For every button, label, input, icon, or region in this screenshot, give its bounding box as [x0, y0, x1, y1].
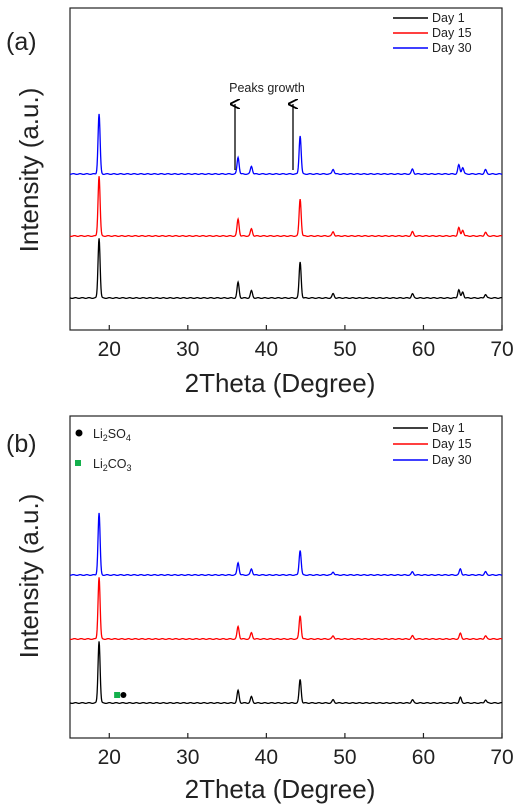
- series-line-day-15: [69, 577, 503, 641]
- panel-a-label: (a): [6, 28, 37, 56]
- series-line-day-30: [69, 512, 503, 577]
- peaks-growth-label: Peaks growth: [229, 81, 305, 95]
- panel-b-legend-label-day30: Day 30: [432, 453, 472, 467]
- panel-b-label: (b): [6, 430, 37, 458]
- x-tick-label: 60: [412, 746, 435, 769]
- panel-b-legend: Day 1 Day 15 Day 30: [393, 421, 472, 467]
- x-tick-label: 60: [412, 338, 435, 361]
- panel-b-plot-frame: [69, 415, 503, 739]
- peaks-growth-annotation: Peaks growth: [229, 81, 305, 170]
- phase-marker-legend: Li2SO4 Li2CO3: [75, 427, 132, 473]
- series-line-day-15: [69, 176, 503, 238]
- series-line-day-1: [69, 238, 503, 300]
- panel-a-series-lines: [69, 113, 503, 300]
- panel-a-x-axis-title: 2Theta (Degree): [185, 368, 376, 398]
- li2co3-legend-square-icon: [75, 460, 81, 466]
- x-tick-label: 50: [333, 746, 356, 769]
- x-tick-label: 30: [176, 746, 199, 769]
- x-tick-label: 70: [490, 338, 513, 361]
- x-tick-label: 30: [176, 338, 199, 361]
- series-line-day-1: [69, 641, 503, 705]
- panel-a-legend-label-day30: Day 30: [432, 41, 472, 55]
- panel-a-x-ticks: 20 30 40 50 60 70: [98, 325, 514, 361]
- series-line-day-30: [69, 113, 503, 176]
- panel-b-y-axis-title: Intensity (a.u.): [14, 494, 44, 659]
- panel-b-series-lines: [69, 512, 503, 705]
- panel-b-legend-label-day1: Day 1: [432, 421, 465, 435]
- panel-b-legend-label-day15: Day 15: [432, 437, 472, 451]
- panel-b-x-ticks: 20 30 40 50 60 70: [98, 733, 514, 769]
- panel-a-legend-label-day1: Day 1: [432, 11, 465, 25]
- panel-a-plot-frame: [69, 7, 503, 331]
- li2so4-legend-label: Li2SO4: [93, 427, 131, 443]
- panel-a-legend-label-day15: Day 15: [432, 26, 472, 40]
- x-tick-label: 20: [98, 746, 121, 769]
- li2co3-legend-label: Li2CO3: [93, 457, 132, 473]
- li2co3-peak-marker: [114, 692, 121, 698]
- li2so4-peak-marker: [120, 692, 127, 698]
- x-tick-label: 40: [255, 338, 278, 361]
- panel-a: (a) 20 30 40 50 60 70 Intensity (a.u.) 2Theta…: [6, 7, 514, 398]
- panel-b-peak-markers: [114, 692, 127, 698]
- x-tick-label: 50: [333, 338, 356, 361]
- panel-a-y-axis-title: Intensity (a.u.): [14, 88, 44, 253]
- x-tick-label: 20: [98, 338, 121, 361]
- panel-b: (b) 20 30 40 50 60 70 Intensity (a.u.) 2Theta…: [6, 415, 514, 804]
- x-tick-label: 40: [255, 746, 278, 769]
- panel-a-legend: Day 1 Day 15 Day 30: [393, 11, 472, 55]
- x-tick-label: 70: [490, 746, 513, 769]
- panel-b-x-axis-title: 2Theta (Degree): [185, 774, 376, 804]
- li2so4-legend-circle-icon: [75, 429, 83, 437]
